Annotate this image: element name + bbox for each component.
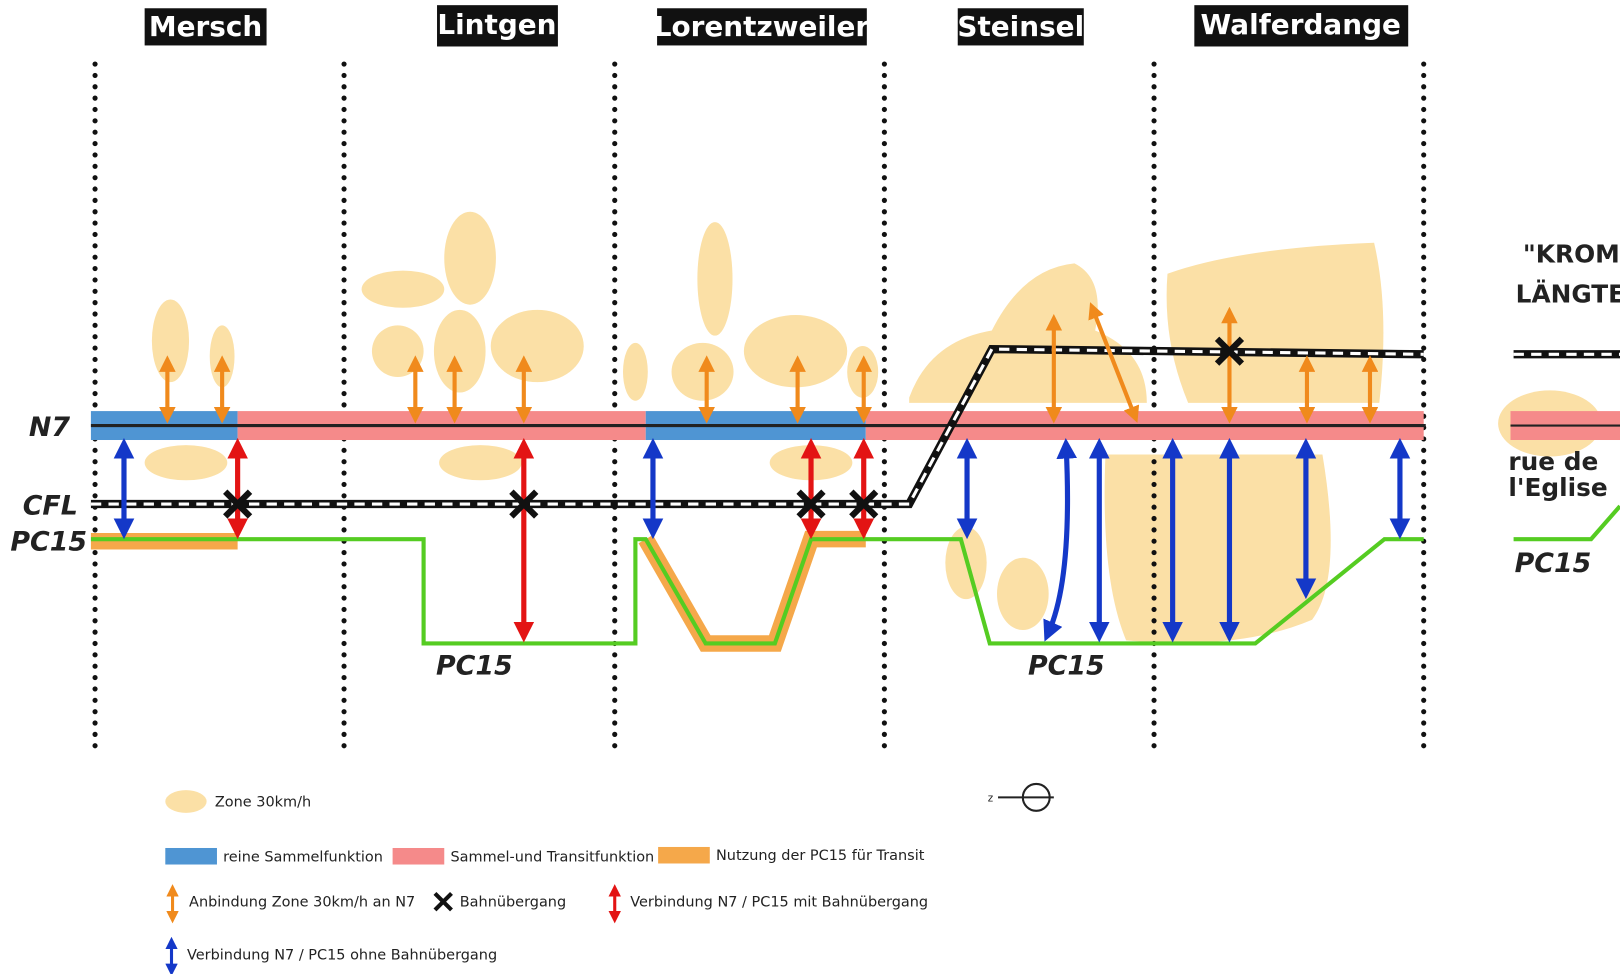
separators xyxy=(92,61,1427,757)
legend-label: Zone 30km/h xyxy=(215,795,311,811)
access-arrows xyxy=(159,302,1379,424)
commune-title: Steinsel xyxy=(957,10,1084,43)
cfl xyxy=(90,344,1620,509)
cfl-label: CFL xyxy=(23,490,78,521)
legend: Zone 30km/h reine Sammelfunktion Sammel-… xyxy=(165,790,928,974)
n7 xyxy=(90,411,1620,441)
level-crossings xyxy=(223,336,1245,519)
street-label: rue de xyxy=(1508,447,1598,476)
legend-label: Verbindung N7 / PC15 ohne Bahnübergang xyxy=(187,947,497,963)
pc15-label: PC15 xyxy=(10,527,87,558)
side-title: LÄNGTE xyxy=(1516,280,1620,309)
legend-label: Bahnübergang xyxy=(460,895,566,911)
legend-label: Nutzung der PC15 für Transit xyxy=(716,848,925,864)
commune-title: Walferdange xyxy=(1201,8,1401,41)
n7-label: N7 xyxy=(29,412,70,443)
pc15-label: PC15 xyxy=(1515,548,1592,579)
pc15-transit xyxy=(90,530,866,652)
svg-text:z: z xyxy=(988,793,993,805)
legend-label: reine Sammelfunktion xyxy=(223,849,383,865)
legend-label: Verbindung N7 / PC15 mit Bahnübergang xyxy=(630,895,928,911)
commune-titles: Mersch Lintgen Lorentzweiler Steinsel Wa… xyxy=(144,5,1409,47)
crossing-arrows xyxy=(227,437,875,643)
zones xyxy=(144,211,1602,643)
legend-label: Anbindung Zone 30km/h an N7 xyxy=(189,895,415,911)
street-label: l'Eglise xyxy=(1508,473,1607,502)
pc15 xyxy=(90,504,1620,646)
commune-title: Lintgen xyxy=(437,8,556,41)
link-arrows xyxy=(113,437,1411,643)
north-arrow: z xyxy=(988,782,1054,812)
side-title: "KROM xyxy=(1523,239,1620,268)
pc15-label: PC15 xyxy=(436,650,513,681)
legend-label: Sammel-und Transitfunktion xyxy=(450,849,654,865)
commune-title: Lorentzweiler xyxy=(654,10,870,43)
pc15-label: PC15 xyxy=(1028,650,1105,681)
commune-title: Mersch xyxy=(149,10,262,43)
